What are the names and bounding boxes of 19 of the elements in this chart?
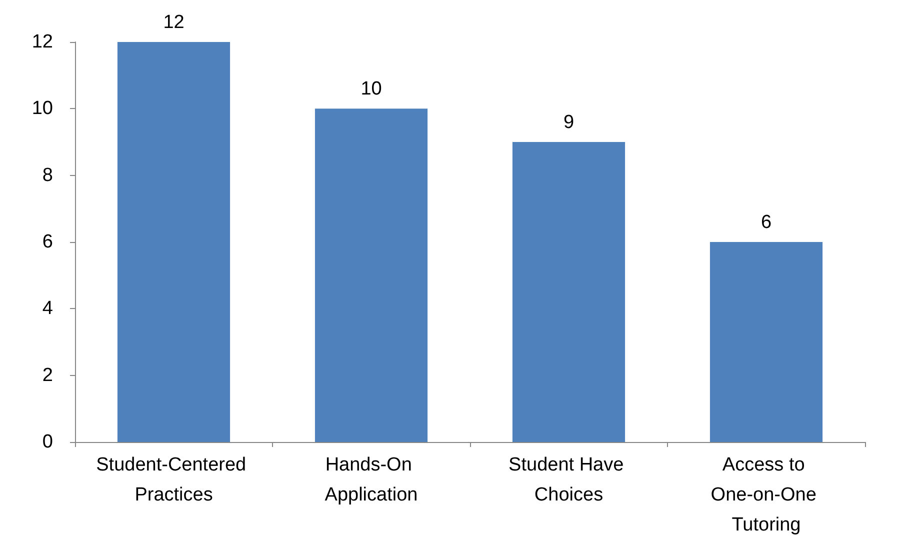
y-tick-label: 8	[42, 164, 53, 186]
y-tick-label: 0	[42, 432, 53, 452]
bar	[117, 42, 230, 442]
y-tick-label: 6	[42, 232, 53, 252]
data-label: 6	[760, 212, 772, 233]
x-tick-label: Hands-On Application	[324, 454, 418, 506]
y-tick-label: 4	[42, 298, 54, 320]
bar	[314, 108, 428, 442]
y-tick-label: 2	[42, 364, 53, 386]
data-label: 10	[360, 78, 382, 100]
bar	[512, 142, 626, 442]
data-label: 12	[163, 12, 184, 33]
bar	[710, 242, 823, 442]
y-tick-label: 10	[32, 98, 53, 120]
y-tick-label: 12	[32, 32, 53, 52]
data-label: 9	[563, 112, 574, 133]
x-tick-label: Student-Centered Practices	[96, 454, 252, 506]
x-tick-label: Access to One-on-One Tutoring	[710, 454, 822, 536]
x-tick-label: Student Have Choices	[508, 454, 629, 506]
